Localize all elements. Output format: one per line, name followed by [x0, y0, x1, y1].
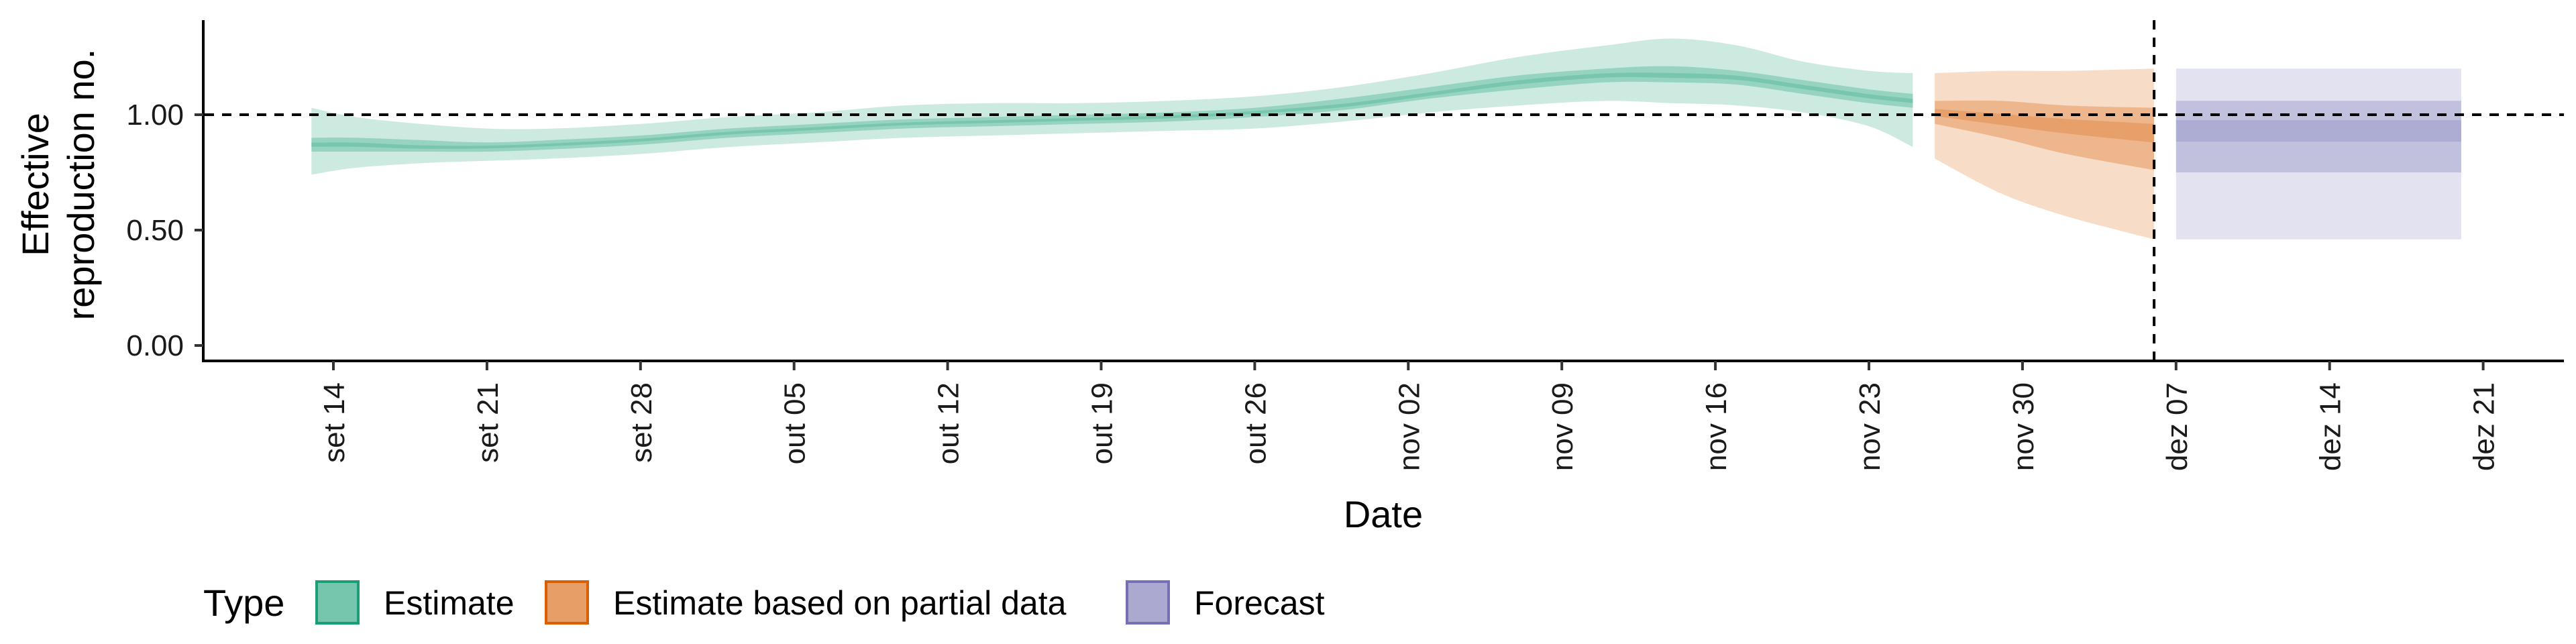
x-tick-label: dez 07: [2161, 382, 2194, 471]
y-axis-title-line-2: reproduction no.: [60, 49, 102, 321]
legend-key: [315, 580, 360, 625]
band-50-estimate: [311, 66, 1913, 152]
x-ticks: set 14 set 21 set 28 out 05 out 12 out 19 out …: [318, 361, 2501, 471]
x-tick-label: nov 23: [1854, 382, 1886, 471]
legend-key: [1126, 580, 1170, 625]
legend-item-estimate-based-on-partial-data: Estimate based on partial data: [545, 580, 1067, 625]
x-tick-label: nov 16: [1700, 382, 1733, 471]
axes: [202, 20, 2564, 362]
legend-label: Estimate: [384, 584, 515, 622]
y-tick-label: 0.50: [126, 214, 184, 247]
x-tick-label: set 28: [625, 382, 658, 463]
x-tick-label: nov 02: [1393, 382, 1426, 471]
legend-item-estimate: Estimate: [315, 580, 515, 625]
x-tick-label: out 19: [1086, 382, 1119, 464]
median-forecast: [2176, 120, 2461, 142]
legend-title: Type: [203, 582, 284, 624]
legend-label: Forecast: [1194, 584, 1325, 622]
x-tick-label: dez 14: [2314, 382, 2347, 471]
x-tick-label: nov 30: [2007, 382, 2040, 471]
x-tick-label: dez 21: [2468, 382, 2501, 471]
x-axis-title: Date: [1344, 493, 1423, 535]
x-tick-label: out 26: [1239, 382, 1272, 464]
y-axis-title-line-1: Effective: [14, 113, 56, 256]
legend-item-forecast: Forecast: [1126, 580, 1325, 625]
band-90-forecast: [2176, 68, 2461, 239]
median-estimate: [311, 72, 1913, 149]
legend-key: [545, 580, 589, 625]
band-90-estimate-based-on-partial-data: [1935, 68, 2155, 239]
y-tick-label: 1.00: [126, 99, 184, 131]
y-ticks: 0.00 0.50 1.00: [126, 99, 203, 362]
series-estimate-based-on-partial-data: [1935, 68, 2155, 239]
y-tick-label: 0.00: [126, 329, 184, 362]
x-tick-label: set 14: [318, 382, 351, 463]
x-tick-label: nov 09: [1546, 382, 1579, 471]
y-axis-title: Effective reproduction no.: [14, 49, 102, 321]
median-estimate-based-on-partial-data: [1935, 109, 2155, 143]
uncertainty-bands: [311, 38, 2461, 239]
legend: Type Estimate Estimate based on partial d…: [203, 580, 1325, 625]
x-tick-label: out 05: [779, 382, 812, 464]
legend-label: Estimate based on partial data: [613, 584, 1067, 622]
series-estimate: [311, 38, 1913, 175]
reference-lines: [205, 20, 2564, 361]
band-90-estimate: [311, 38, 1913, 175]
band-50-forecast: [2176, 101, 2461, 172]
x-tick-label: out 12: [932, 382, 965, 464]
series-forecast: [2176, 68, 2461, 239]
band-50-estimate-based-on-partial-data: [1935, 100, 2155, 170]
x-tick-label: set 21: [472, 382, 504, 463]
